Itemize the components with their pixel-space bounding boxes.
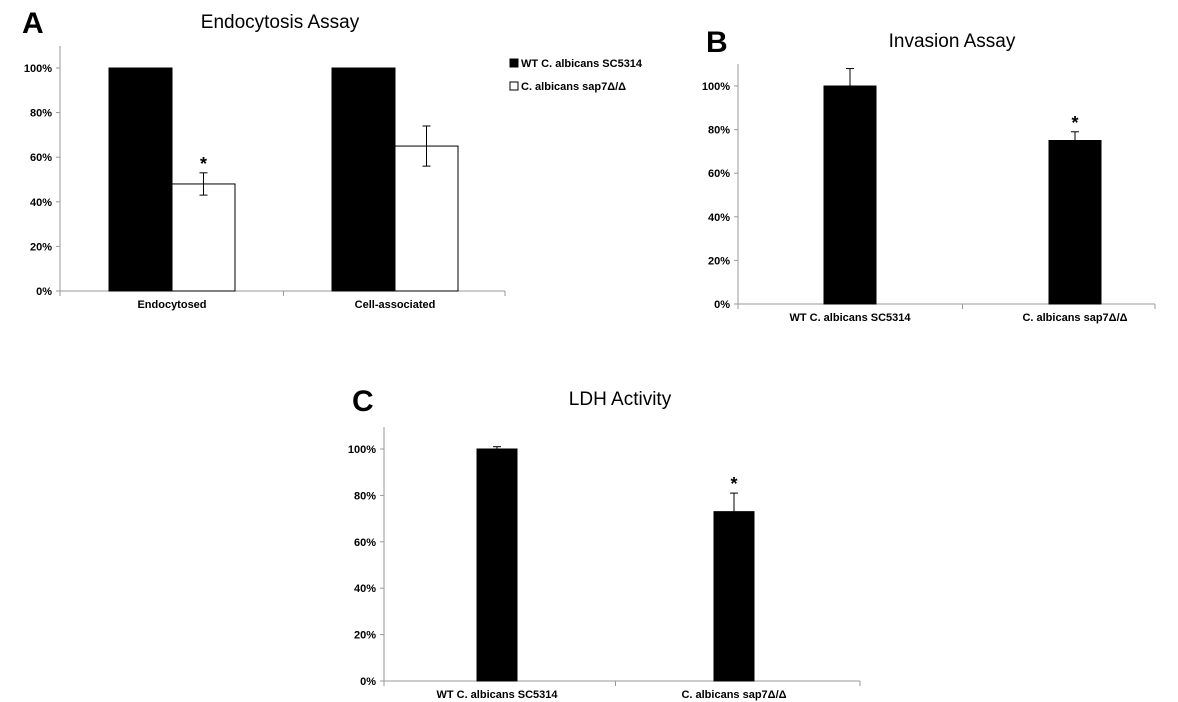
panel-letter: A <box>22 7 44 40</box>
y-tick-label: 20% <box>354 630 376 642</box>
y-tick-label: 60% <box>354 537 376 549</box>
y-tick-label: 40% <box>30 197 52 209</box>
legend-swatch <box>509 81 519 91</box>
bar-cat-0 <box>476 448 518 682</box>
y-tick-label: 0% <box>360 676 376 688</box>
y-tick-label: 0% <box>714 299 730 311</box>
significance-star: * <box>200 154 207 174</box>
panel-letter: B <box>706 26 728 59</box>
x-category-label: C. albicans sap7Δ/Δ <box>681 689 786 701</box>
bar-series-1-cat-1 <box>394 145 459 292</box>
y-tick-label: 20% <box>708 255 730 267</box>
significance-star: * <box>730 474 737 494</box>
chart-title: Endocytosis Assay <box>201 12 360 33</box>
bar-cat-1 <box>713 511 755 682</box>
x-category-label: C. albicans sap7Δ/Δ <box>1022 312 1127 324</box>
y-tick-label: 20% <box>30 241 52 253</box>
chart-title: Invasion Assay <box>889 31 1016 52</box>
y-tick-label: 80% <box>354 490 376 502</box>
bar-series-0-cat-0 <box>108 67 173 292</box>
chart-title: LDH Activity <box>569 389 672 410</box>
bar-cat-1 <box>1048 140 1102 305</box>
y-tick-label: 80% <box>30 108 52 120</box>
bar-series-1-cat-0 <box>171 183 236 292</box>
chart-legend: WT C. albicans SC5314 C. albicans sap7Δ/Δ <box>509 58 643 93</box>
panel-letter: C <box>352 385 374 418</box>
bar-series-0-cat-1 <box>331 67 396 292</box>
significance-star: * <box>1071 113 1078 133</box>
x-category-label: Endocytosed <box>137 299 206 311</box>
y-tick-label: 80% <box>708 125 730 137</box>
panel-a-endocytosis-chart: A Endocytosis Assay 0% 20% 40% 60% 80% 100% * WT … <box>22 7 643 311</box>
y-tick-label: 40% <box>708 212 730 224</box>
x-category-label: WT C. albicans SC5314 <box>789 312 911 324</box>
panel-b-invasion-chart: B Invasion Assay 0% 20% 40% 60% 80% 100% * WT C. … <box>702 26 1156 324</box>
y-tick-label: 100% <box>24 63 52 75</box>
y-tick-label: 100% <box>348 444 376 456</box>
y-tick-label: 100% <box>702 81 730 93</box>
x-category-label: WT C. albicans SC5314 <box>436 689 558 701</box>
legend-label: WT C. albicans SC5314 <box>521 58 643 70</box>
y-tick-label: 60% <box>708 168 730 180</box>
y-tick-label: 60% <box>30 152 52 164</box>
legend-label: C. albicans sap7Δ/Δ <box>521 81 626 93</box>
y-tick-label: 40% <box>354 583 376 595</box>
legend-swatch <box>509 58 519 68</box>
panel-c-ldh-chart: C LDH Activity 0% 20% 40% 60% 80% 100% * WT C. al… <box>348 385 861 701</box>
bar-cat-0 <box>823 85 877 305</box>
y-tick-label: 0% <box>36 286 52 298</box>
x-category-label: Cell-associated <box>355 299 436 311</box>
